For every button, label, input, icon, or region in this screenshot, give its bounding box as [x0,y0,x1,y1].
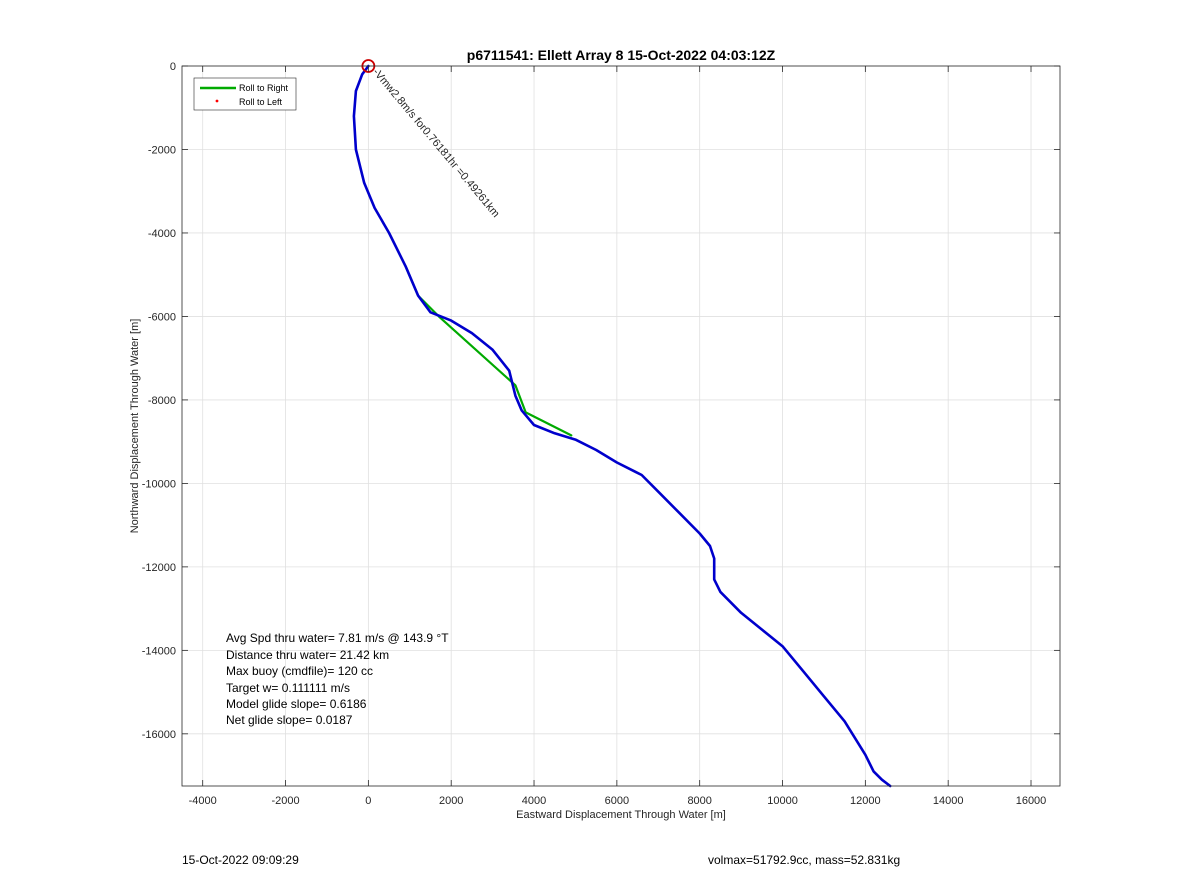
y-tick-label: -10000 [142,478,176,490]
y-tick-label: -12000 [142,562,176,574]
stat-target-w: Target w= 0.111111 m/s [226,681,350,695]
stat-distance: Distance thru water= 21.42 km [226,648,389,662]
stat-avg-speed: Avg Spd thru water= 7.81 m/s @ 143.9 °T [226,631,449,645]
legend-swatch-roll-left [215,99,219,103]
x-tick-label: 2000 [439,795,463,807]
y-tick-label: -16000 [142,729,176,741]
tick-layer: -4000 -2000 0 2000 4000 6000 8000 10000 12000 140… [142,61,1060,807]
x-axis-label: Eastward Displacement Through Water [m] [516,809,726,821]
y-axis-label: Northward Displacement Through Water [m] [129,319,141,534]
plot-frame [181,65,1061,787]
chart-title: p6711541: Ellett Array 8 15-Oct-2022 04:… [467,47,776,63]
track-line [352,64,892,788]
footer-volmax-mass: volmax=51792.9cc, mass=52.831kg [708,853,901,867]
legend: Roll to Right Roll to Left [193,77,297,111]
series-layer: -Vmw2.8m/s for0.76181hr =0.49261km [352,59,892,788]
x-tick-label: 14000 [933,795,964,807]
roll-right-line [404,265,573,437]
grid-lines [182,65,1060,786]
drift-annotation: -Vmw2.8m/s for0.76181hr =0.49261km [370,66,502,220]
legend-label-roll-right: Roll to Right [239,83,289,93]
legend-label-roll-left: Roll to Left [239,97,283,107]
y-tick-label: -4000 [148,228,176,240]
x-tick-label: 10000 [767,795,798,807]
stat-net-glide: Net glide slope= 0.0187 [226,713,353,727]
stats-block: Avg Spd thru water= 7.81 m/s @ 143.9 °T … [226,631,449,727]
x-tick-label: 4000 [522,795,546,807]
x-tick-label: 6000 [605,795,629,807]
y-tick-label: -8000 [148,395,176,407]
y-tick-label: -14000 [142,645,176,657]
y-tick-label: -6000 [148,311,176,323]
x-tick-label: -2000 [271,795,299,807]
x-tick-label: 16000 [1016,795,1047,807]
x-tick-label: 8000 [687,795,711,807]
y-tick-label: 0 [170,61,176,73]
stat-max-buoy: Max buoy (cmdfile)= 120 cc [226,664,373,678]
footer-timestamp: 15-Oct-2022 09:09:29 [182,853,299,867]
stat-model-glide: Model glide slope= 0.6186 [226,697,367,711]
x-tick-label: 12000 [850,795,881,807]
legend-box [193,77,297,111]
x-tick-label: -4000 [189,795,217,807]
x-tick-label: 0 [365,795,371,807]
y-tick-label: -2000 [148,144,176,156]
